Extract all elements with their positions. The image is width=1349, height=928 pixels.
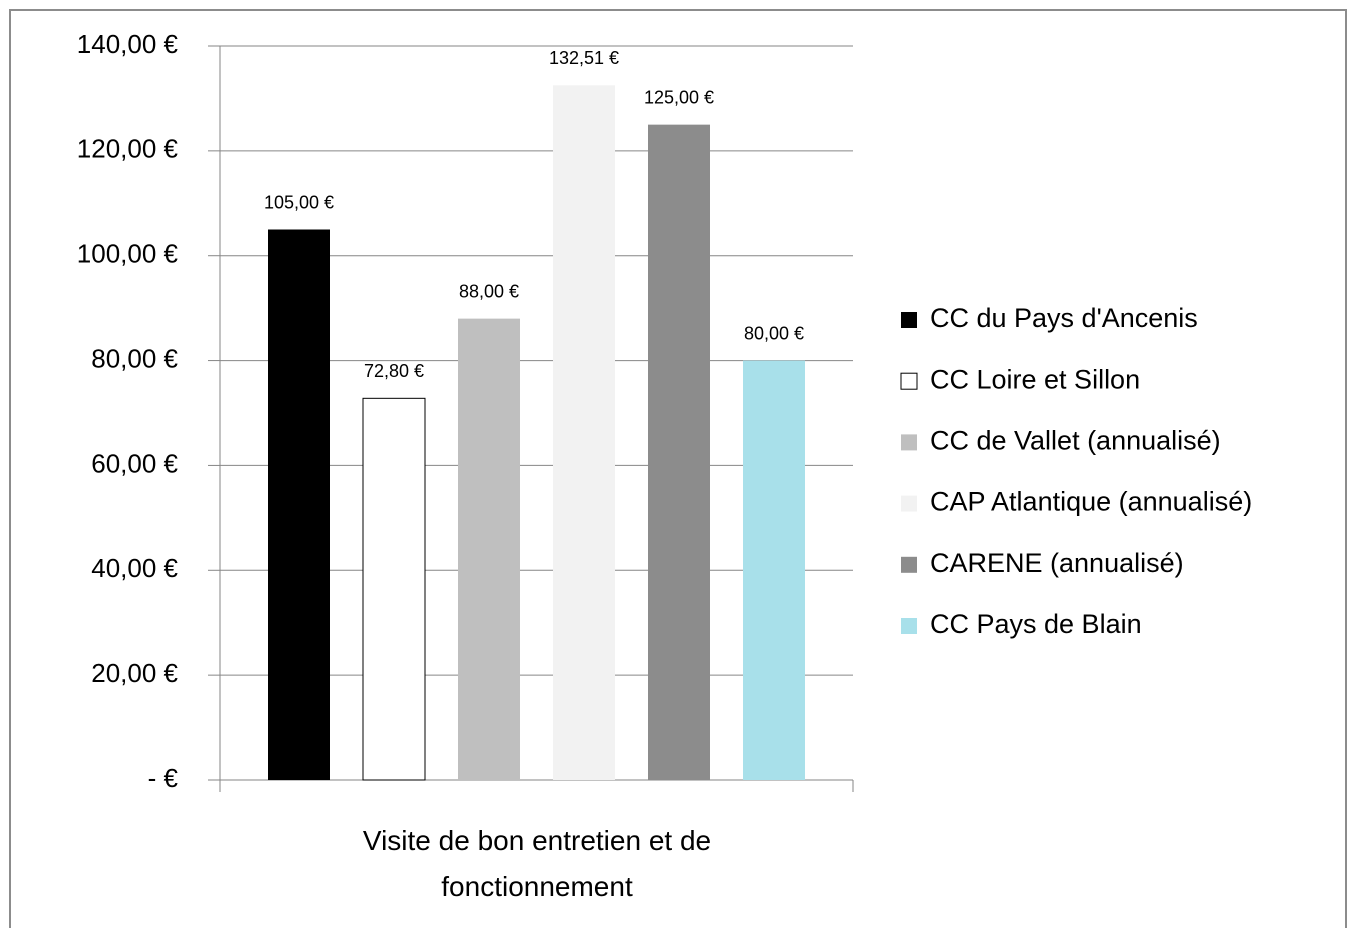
- legend-swatch: [901, 495, 917, 512]
- data-label: 105,00 €: [264, 192, 334, 212]
- data-label: 88,00 €: [459, 281, 519, 301]
- bar: [268, 229, 330, 780]
- y-tick-label: 80,00 €: [91, 343, 178, 373]
- y-tick-label: 100,00 €: [77, 239, 179, 269]
- legend-swatch: [900, 372, 918, 390]
- legend-swatch: [901, 312, 917, 328]
- y-tick-label: 140,00 €: [77, 29, 179, 59]
- chart-border: [9, 9, 1347, 928]
- y-tick-label: 40,00 €: [91, 553, 178, 583]
- bar: [648, 124, 710, 780]
- y-tick-label: - €: [148, 763, 179, 793]
- y-tick-label: 20,00 €: [91, 658, 178, 688]
- legend-label: CC de Vallet (annualisé): [930, 426, 1221, 456]
- legend-label: CAP Atlantique (annualisé): [930, 487, 1252, 517]
- data-label: 132,51 €: [549, 48, 619, 68]
- legend-label: CC du Pays d'Ancenis: [930, 303, 1198, 333]
- legend-label: CC Loire et Sillon: [930, 364, 1140, 394]
- bar: [553, 85, 615, 781]
- x-category-label: Visite de bon entretien et de fonctionne…: [362, 825, 712, 902]
- bar: [458, 318, 520, 780]
- y-tick-label: 120,00 €: [77, 134, 179, 164]
- data-label: 80,00 €: [744, 323, 804, 343]
- bar: [362, 397, 426, 781]
- y-tick-label: 60,00 €: [91, 448, 178, 478]
- data-label: 125,00 €: [644, 87, 714, 107]
- legend-swatch: [901, 434, 917, 451]
- legend-label: CARENE (annualisé): [930, 548, 1184, 578]
- legend-label: CC Pays de Blain: [930, 609, 1142, 639]
- legend-swatch: [901, 618, 917, 634]
- data-label: 72,80 €: [364, 361, 424, 381]
- legend-swatch: [901, 556, 917, 573]
- bar: [743, 360, 805, 780]
